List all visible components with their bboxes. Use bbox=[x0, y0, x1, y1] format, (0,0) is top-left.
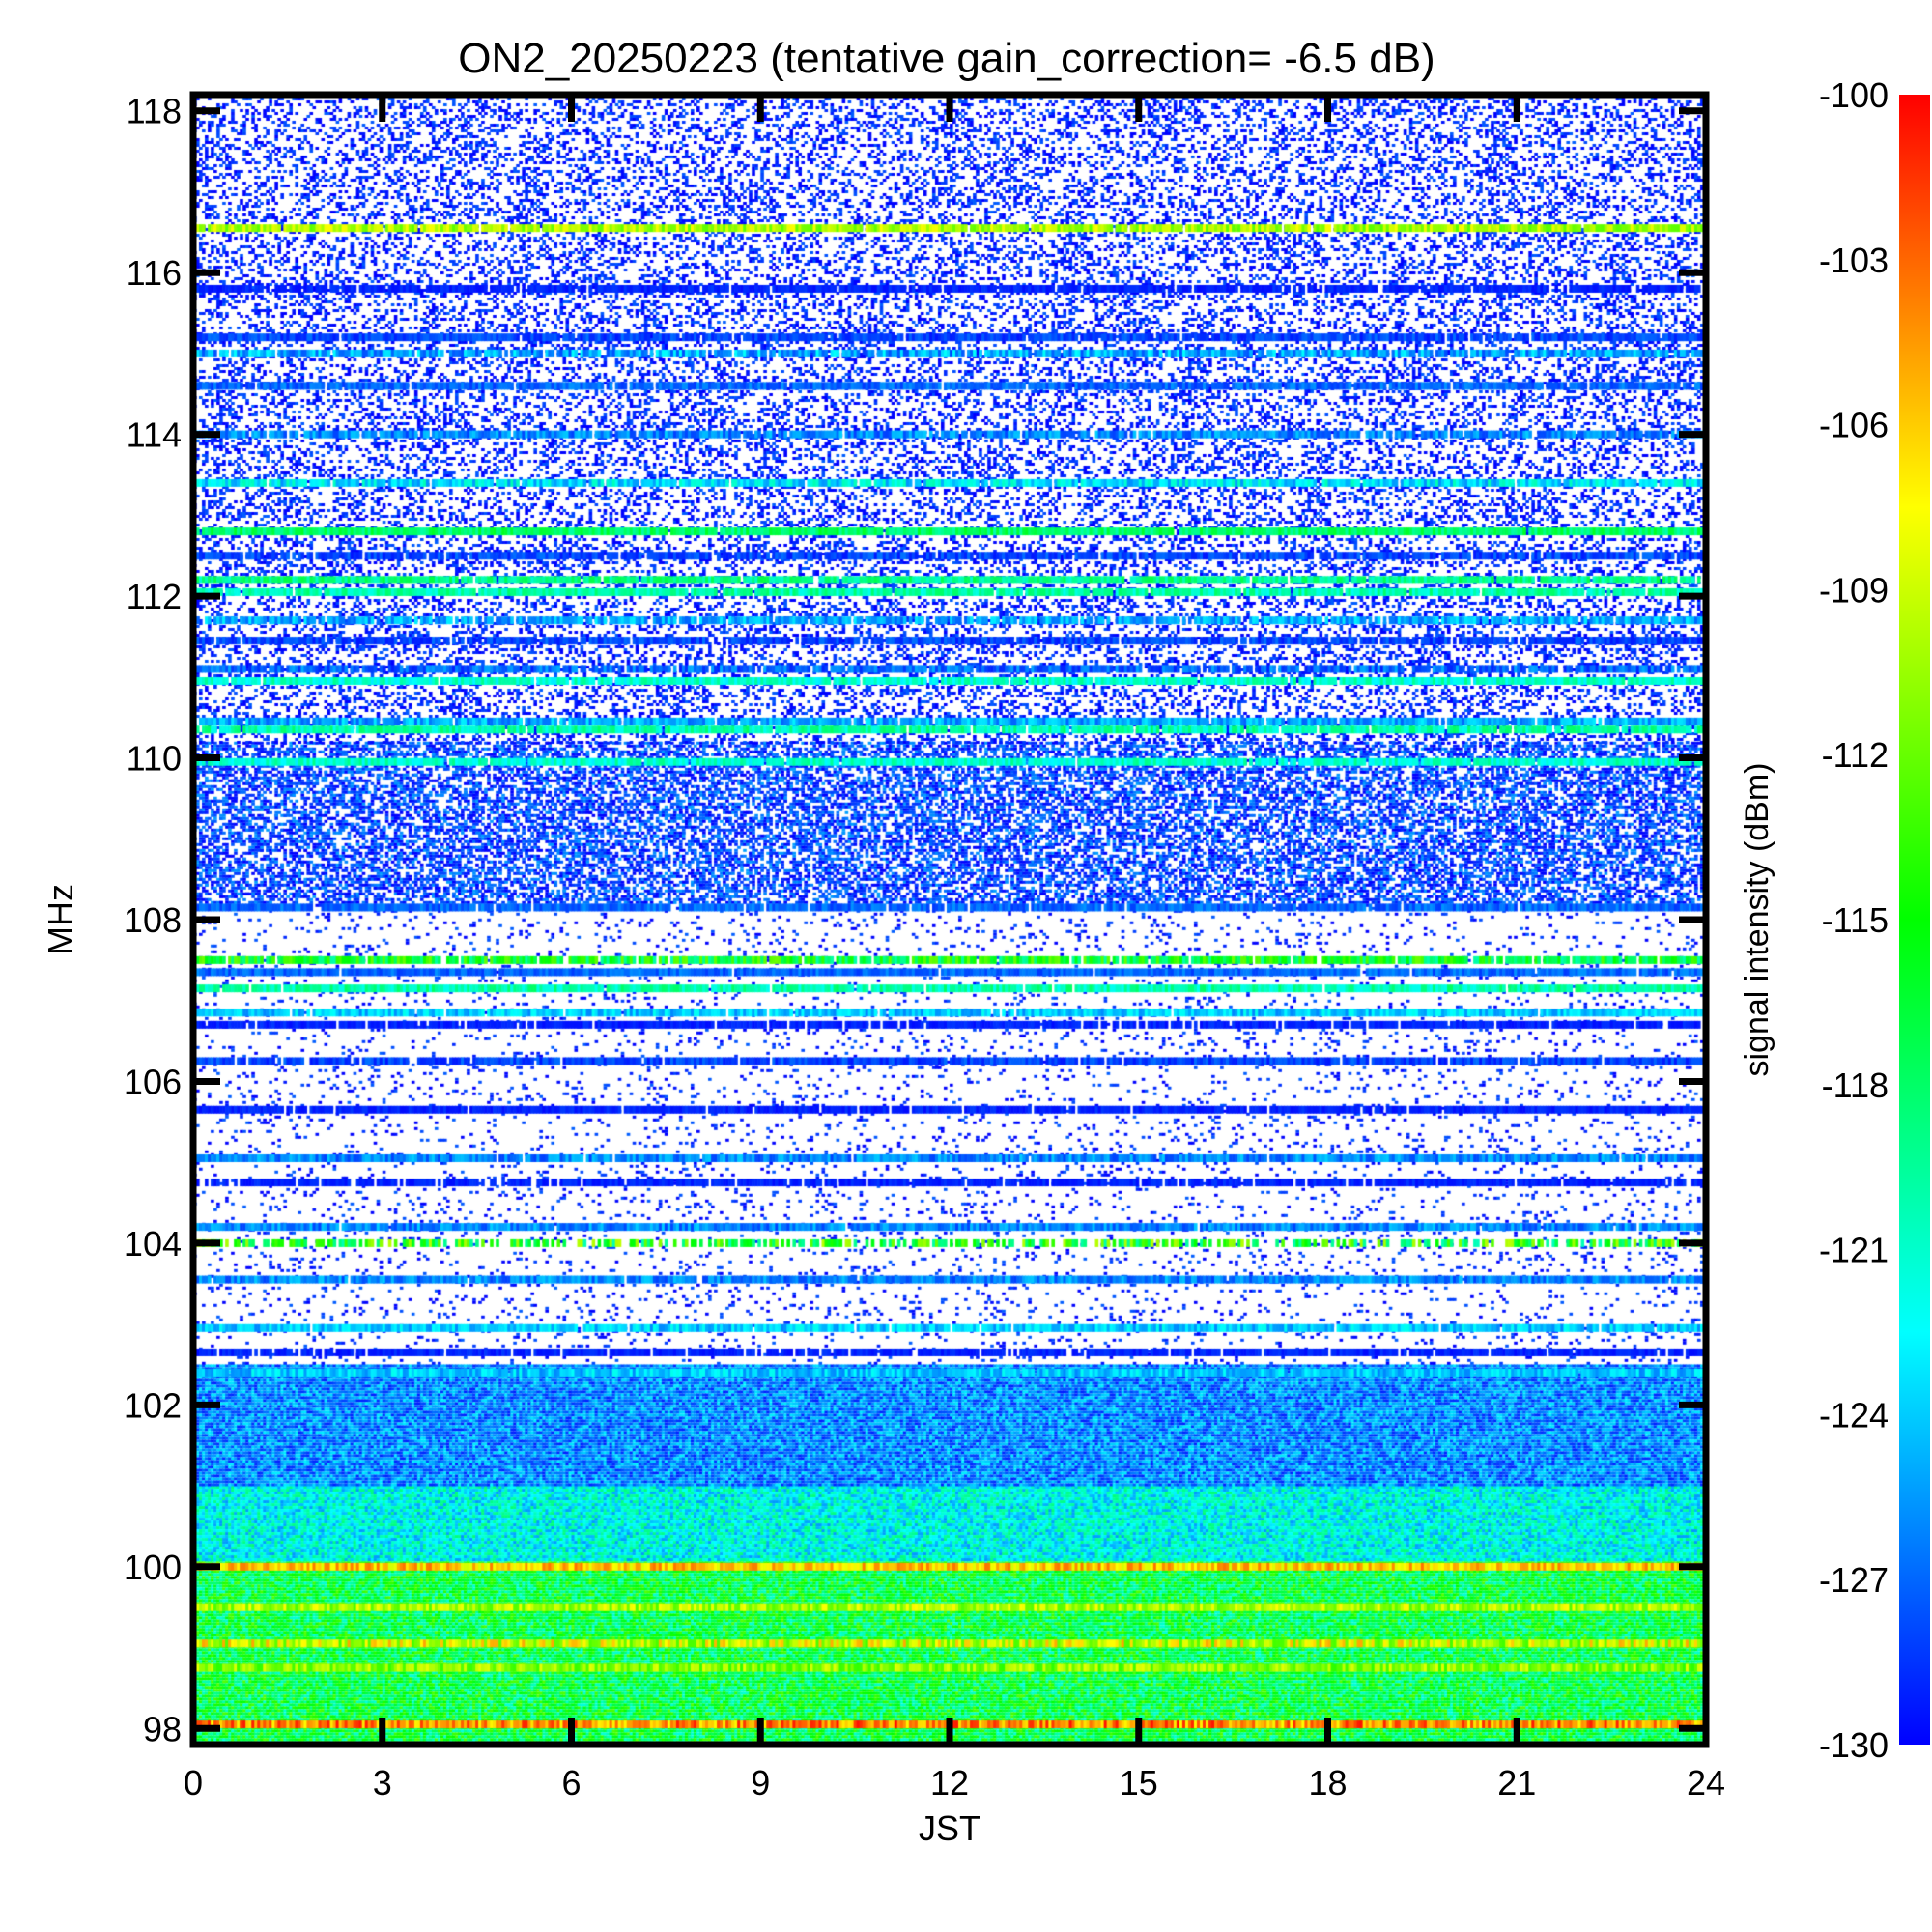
y-tick-label: 116 bbox=[127, 253, 182, 293]
y-tick-label: 108 bbox=[124, 900, 182, 940]
colorbar-tick-label: -124 bbox=[1819, 1395, 1889, 1435]
x-axis-ticks: 0 3 6 9 12 15 18 21 24 bbox=[184, 95, 1725, 1803]
x-axis-label: JST bbox=[919, 1808, 980, 1848]
x-tick-label: 6 bbox=[561, 1763, 581, 1803]
heatmap-layer bbox=[193, 95, 1706, 1745]
y-tick-label: 114 bbox=[127, 415, 182, 455]
y-tick-label: 104 bbox=[124, 1224, 182, 1264]
colorbar-tick-label: -100 bbox=[1819, 75, 1889, 115]
x-tick-label: 24 bbox=[1687, 1763, 1725, 1803]
colorbar: -100 -103 -106 -109 -112 -115 -118 -121 -124 -127… bbox=[1739, 75, 1930, 1765]
chart-title: ON2_20250223 (tentative gain_correction=… bbox=[458, 35, 1435, 82]
x-tick-label: 18 bbox=[1308, 1763, 1347, 1803]
y-tick-label: 110 bbox=[127, 739, 182, 779]
x-tick-label: 3 bbox=[373, 1763, 392, 1803]
colorbar-strip bbox=[1899, 95, 1930, 1745]
x-tick-label: 12 bbox=[930, 1763, 969, 1803]
heatmap-image bbox=[193, 95, 1706, 1745]
y-tick-label: 112 bbox=[127, 577, 182, 616]
colorbar-tick-label: -103 bbox=[1819, 241, 1889, 280]
colorbar-tick-label: -127 bbox=[1819, 1560, 1889, 1600]
y-axis-label: MHz bbox=[41, 884, 80, 955]
colorbar-tick-label: -121 bbox=[1819, 1231, 1889, 1270]
colorbar-ticks: -100 -103 -106 -109 -112 -115 -118 -121 -124 -127… bbox=[1819, 75, 1889, 1765]
y-tick-label: 106 bbox=[124, 1062, 182, 1101]
x-tick-label: 21 bbox=[1497, 1763, 1536, 1803]
y-tick-label: 118 bbox=[127, 92, 182, 131]
colorbar-tick-label: -130 bbox=[1819, 1725, 1889, 1765]
x-tick-label: 15 bbox=[1120, 1763, 1158, 1803]
colorbar-label: signal intensity (dBm) bbox=[1739, 762, 1776, 1076]
colorbar-tick-label: -115 bbox=[1822, 900, 1889, 940]
colorbar-tick-label: -112 bbox=[1822, 735, 1889, 775]
colorbar-tick-label: -106 bbox=[1819, 406, 1889, 445]
x-tick-label: 0 bbox=[184, 1763, 203, 1803]
colorbar-tick-label: -109 bbox=[1819, 570, 1889, 610]
colorbar-tick-label: -118 bbox=[1822, 1065, 1889, 1105]
y-axis-ticks: 98 100 102 104 106 108 110 112 114 116 118 bbox=[124, 92, 1706, 1748]
y-tick-label: 100 bbox=[124, 1548, 182, 1587]
y-tick-label: 98 bbox=[143, 1709, 182, 1748]
x-tick-label: 9 bbox=[751, 1763, 770, 1803]
y-tick-label: 102 bbox=[124, 1385, 182, 1425]
